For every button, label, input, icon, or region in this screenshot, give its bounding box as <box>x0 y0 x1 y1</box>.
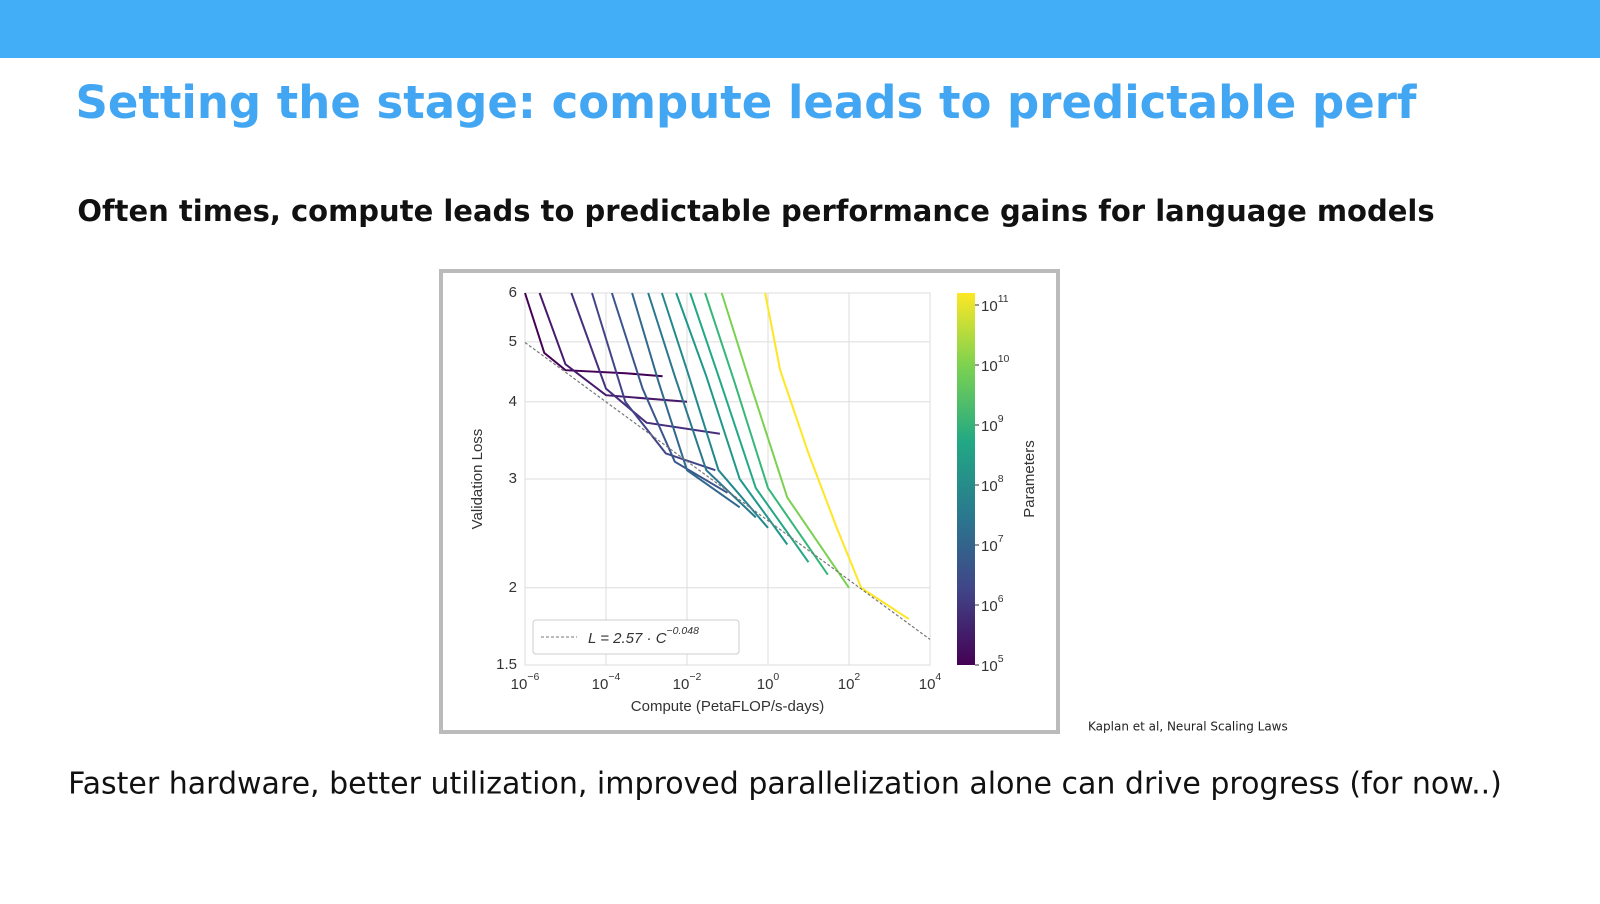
x-axis-title: Compute (PetaFLOP/s-days) <box>631 698 824 715</box>
y-axis-title: Validation Loss <box>469 429 486 530</box>
legend-label: L = 2.57 · C−0.048 <box>588 625 699 647</box>
colorbar-tick-label: 105 <box>981 653 1004 675</box>
y-tick-label: 2 <box>509 579 517 596</box>
series-line <box>660 292 769 529</box>
x-tick-label: 10−2 <box>673 671 702 693</box>
slide-title: Setting the stage: compute leads to pred… <box>75 76 1416 129</box>
y-tick-label: 1.5 <box>496 656 517 673</box>
series-line <box>591 292 716 472</box>
y-tick-label: 6 <box>509 284 517 301</box>
top-bar <box>0 0 1600 58</box>
x-tick-label: 10−4 <box>592 671 621 693</box>
colorbar <box>957 293 975 665</box>
series-line <box>570 292 721 435</box>
footer-text: Faster hardware, better utilization, imp… <box>68 767 1502 802</box>
colorbar-tick-label: 107 <box>981 533 1004 555</box>
series-line <box>610 292 729 494</box>
x-tick-label: 104 <box>919 671 942 693</box>
x-tick-label: 102 <box>838 671 861 693</box>
y-tick-label: 3 <box>509 470 517 487</box>
series-line <box>675 292 789 546</box>
colorbar-tick-label: 106 <box>981 593 1004 615</box>
series-line <box>764 292 910 620</box>
series-line <box>524 342 931 640</box>
colorbar-tick-label: 108 <box>981 473 1004 495</box>
series-line <box>689 292 810 563</box>
series-line <box>720 292 850 589</box>
series-line <box>631 292 741 509</box>
x-tick-label: 100 <box>757 671 780 693</box>
colorbar-tick-label: 109 <box>981 413 1004 435</box>
y-tick-label: 5 <box>509 333 517 350</box>
subtitle: Often times, compute leads to predictabl… <box>77 194 1434 228</box>
colorbar-title: Parameters <box>1021 440 1038 518</box>
colorbar-tick-label: 1010 <box>981 353 1010 375</box>
x-tick-label: 10−6 <box>511 671 540 693</box>
y-tick-label: 4 <box>509 393 517 410</box>
citation: Kaplan et al, Neural Scaling Laws <box>1088 720 1288 734</box>
legend-box <box>532 619 740 655</box>
series-line <box>704 292 829 576</box>
colorbar-tick-label: 1011 <box>981 293 1009 315</box>
